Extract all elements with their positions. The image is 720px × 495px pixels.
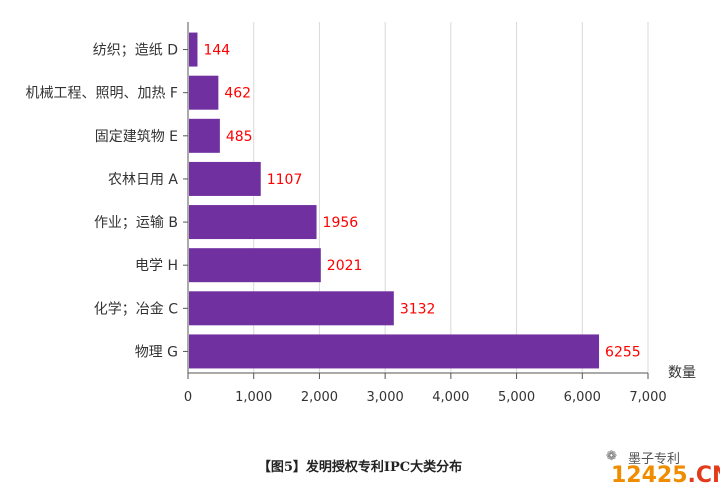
value-label: 2021 [327,258,363,274]
value-label: 485 [226,129,253,145]
bar [189,334,600,369]
x-axis-label: 数量 [668,365,696,381]
bar [189,248,321,283]
category-labels: 纺织；造纸 D 机械工程、照明、加热 F 固定建筑物 E 农林日用 A 作业；运输 B 电… [25,43,178,361]
watermark-text: 墨子专利 [628,452,681,467]
category-label: 物理 G [135,344,178,360]
bar-chart: 纺织；造纸 D 机械工程、照明、加热 F 固定建筑物 E 农林日用 A 作业；运输 B 电… [25,22,696,405]
bar [189,205,317,240]
x-tick-label: 5,000 [498,390,535,405]
category-label: 作业；运输 B [94,215,178,231]
bar [189,75,219,110]
x-tick-label: 7,000 [629,390,666,405]
x-tick-label: 1,000 [235,390,272,405]
grid-lines [253,22,649,373]
category-label: 纺织；造纸 D [93,43,178,59]
category-label: 农林日用 A [108,172,178,188]
value-label: 3132 [400,301,436,317]
x-tick-label: 6,000 [564,390,601,405]
value-label: 144 [203,43,230,59]
category-label: 化学；冶金 C [94,301,178,317]
value-label: 6255 [605,344,641,360]
value-labels: 144 462 485 1107 1956 2021 3132 6255 [203,43,640,361]
watermark-site-number: 12425 [611,463,688,488]
bar [189,161,261,196]
bar [189,118,220,153]
x-tick-label: 2,000 [301,390,338,405]
wechat-icon: ❁ [606,449,617,464]
value-label: 462 [224,86,251,102]
bar [189,32,198,67]
watermark-site-domain: .CN [687,463,720,488]
bar [189,291,394,326]
figure-caption: 【图5】发明授权专利IPC大类分布 [257,460,463,475]
x-tick-label: 4,000 [432,390,469,405]
bars [189,32,600,369]
x-tick-label: 3,000 [367,390,404,405]
x-axis: 0 1,000 2,000 3,000 4,000 5,000 6,000 7,000 [183,22,667,405]
value-label: 1107 [267,172,303,188]
watermark-site: 12425.CN [611,463,720,488]
x-tick-label: 0 [184,390,192,405]
value-label: 1956 [323,215,359,231]
category-label: 电学 H [135,258,178,274]
category-label: 固定建筑物 E [95,129,178,145]
category-label: 机械工程、照明、加热 F [25,86,178,102]
